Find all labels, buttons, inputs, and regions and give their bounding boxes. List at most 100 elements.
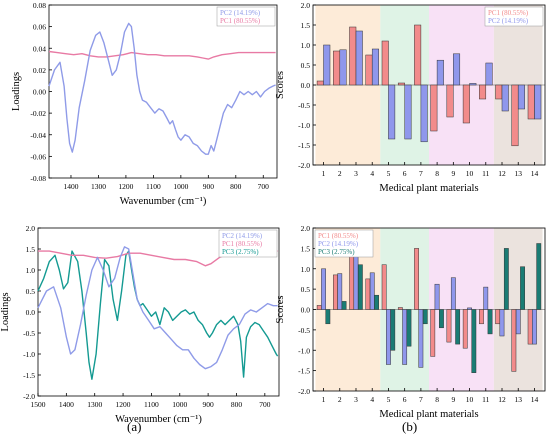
x-tick-label: 1300 [91,182,106,191]
y-tick-label: 0.08 [33,1,46,10]
bar-2-11 [487,309,493,335]
bar-0-14 [527,309,533,345]
bar-0-6 [397,307,403,310]
y-axis-label: Loadings [0,292,11,331]
y-tick-label: 1.5 [301,21,311,30]
y-tick-label: -0.5 [298,326,310,335]
x-tick-label: 1 [322,169,326,178]
plot-frame [48,4,278,179]
x-tick-label: 12 [498,395,506,404]
bar-1-4 [371,48,379,86]
x-axis-label: Wavenumber (cm⁻¹) [115,414,202,425]
bar-1-9 [450,277,456,310]
y-tick-label: 1.5 [301,244,311,253]
legend-box [484,6,544,27]
x-tick-label: 1300 [87,400,102,409]
bar-0-1 [316,305,322,310]
x-tick-label: 2 [338,395,342,404]
x-tick-label: 11 [482,169,489,178]
bar-1-10 [467,307,472,310]
bar-2-8 [439,309,444,329]
bar-0-7 [414,24,422,86]
bar-1-8 [436,59,444,86]
bar-0-2 [333,274,338,310]
legend-entry: PC1 (80.55%) [220,17,261,25]
x-tick-label: 5 [387,395,391,404]
bar-0-10 [462,309,468,349]
x-tick-label: 800 [231,400,243,409]
series-line-1 [48,50,276,60]
x-tick-label: 11 [482,395,489,404]
series-line-2 [37,250,279,380]
bar-1-10 [469,83,477,86]
bar-1-3 [355,30,363,86]
bar-2-12 [503,248,509,310]
y-tick-label: 0.04 [33,44,46,53]
x-tick-label: 900 [202,400,214,409]
bar-0-8 [430,309,436,357]
bar-0-13 [511,309,517,372]
x-tick-label: 3 [354,169,358,178]
bar-2-3 [357,264,363,310]
legend-entry: PC2 (14.19%) [222,232,263,240]
bar-1-7 [418,309,424,368]
bar-0-11 [479,309,484,325]
y-tick-label: 0.5 [301,285,311,294]
x-tick-label: 1100 [146,182,161,191]
bar-1-13 [515,309,521,335]
y-tick-label: 2.0 [301,1,311,10]
chart-3: 2.0 1.5 1.0 0.5 0.0 -0.5 -1.0 -1.5 -2.0 Medical p… [275,224,546,420]
x-tick-label: 3 [354,395,358,404]
y-tick-label: -1.0 [298,346,310,355]
y-tick-label: 1.0 [301,41,311,50]
bar-0-7 [414,248,419,310]
y-axis-label: Loadings [11,72,22,111]
y-tick-label: -0.5 [23,329,35,338]
y-tick-label: 0.5 [301,61,311,70]
panel-label-b: (b) [402,419,418,434]
x-tick-label: 13 [514,169,522,178]
x-tick-label: 9 [451,395,455,404]
y-tick-label: -1.0 [23,350,35,359]
y-tick-label: 1.0 [301,265,311,274]
x-tick-label: 7 [419,169,423,178]
bar-1-9 [453,53,461,86]
legend-box [218,229,278,258]
bar-1-14 [532,309,537,345]
y-tick-label: 0.00 [33,88,46,97]
legend-box [314,229,374,258]
plot-frame [37,227,280,397]
legend-entry: PC1 (80.55%) [318,232,359,240]
x-tick-label: 5 [387,169,391,178]
bar-0-4 [365,278,371,310]
y-tick-label: 0.06 [33,23,46,32]
x-tick-label: 12 [498,169,506,178]
legend-entry: PC2 (14.19%) [488,17,529,25]
bar-2-6 [406,309,412,347]
bar-1-4 [369,272,375,310]
y-tick-label: 2.0 [301,224,311,233]
bar-0-4 [365,54,373,86]
y-tick-label: 1.0 [26,266,36,275]
y-tick-label: -0.06 [30,152,46,161]
x-tick-label: 1 [322,395,326,404]
y-tick-label: -2.0 [298,387,310,396]
legend-entry: PC1 (80.55%) [488,9,529,17]
bar-1-5 [386,309,391,365]
panel-label-a: (a) [127,419,142,434]
bar-1-5 [388,84,396,140]
bar-1-2 [339,49,347,86]
legend-entry: PC2 (14.19%) [220,9,261,17]
bar-1-2 [337,273,343,310]
y-tick-label: 0.5 [26,287,36,296]
x-tick-label: 1100 [144,400,159,409]
x-tick-label: 1200 [118,182,133,191]
bar-1-11 [483,286,489,310]
x-tick-label: 13 [514,395,522,404]
x-tick-label: 8 [435,169,439,178]
bar-2-10 [471,309,477,373]
bar-2-1 [325,309,331,325]
bar-0-5 [381,40,389,86]
